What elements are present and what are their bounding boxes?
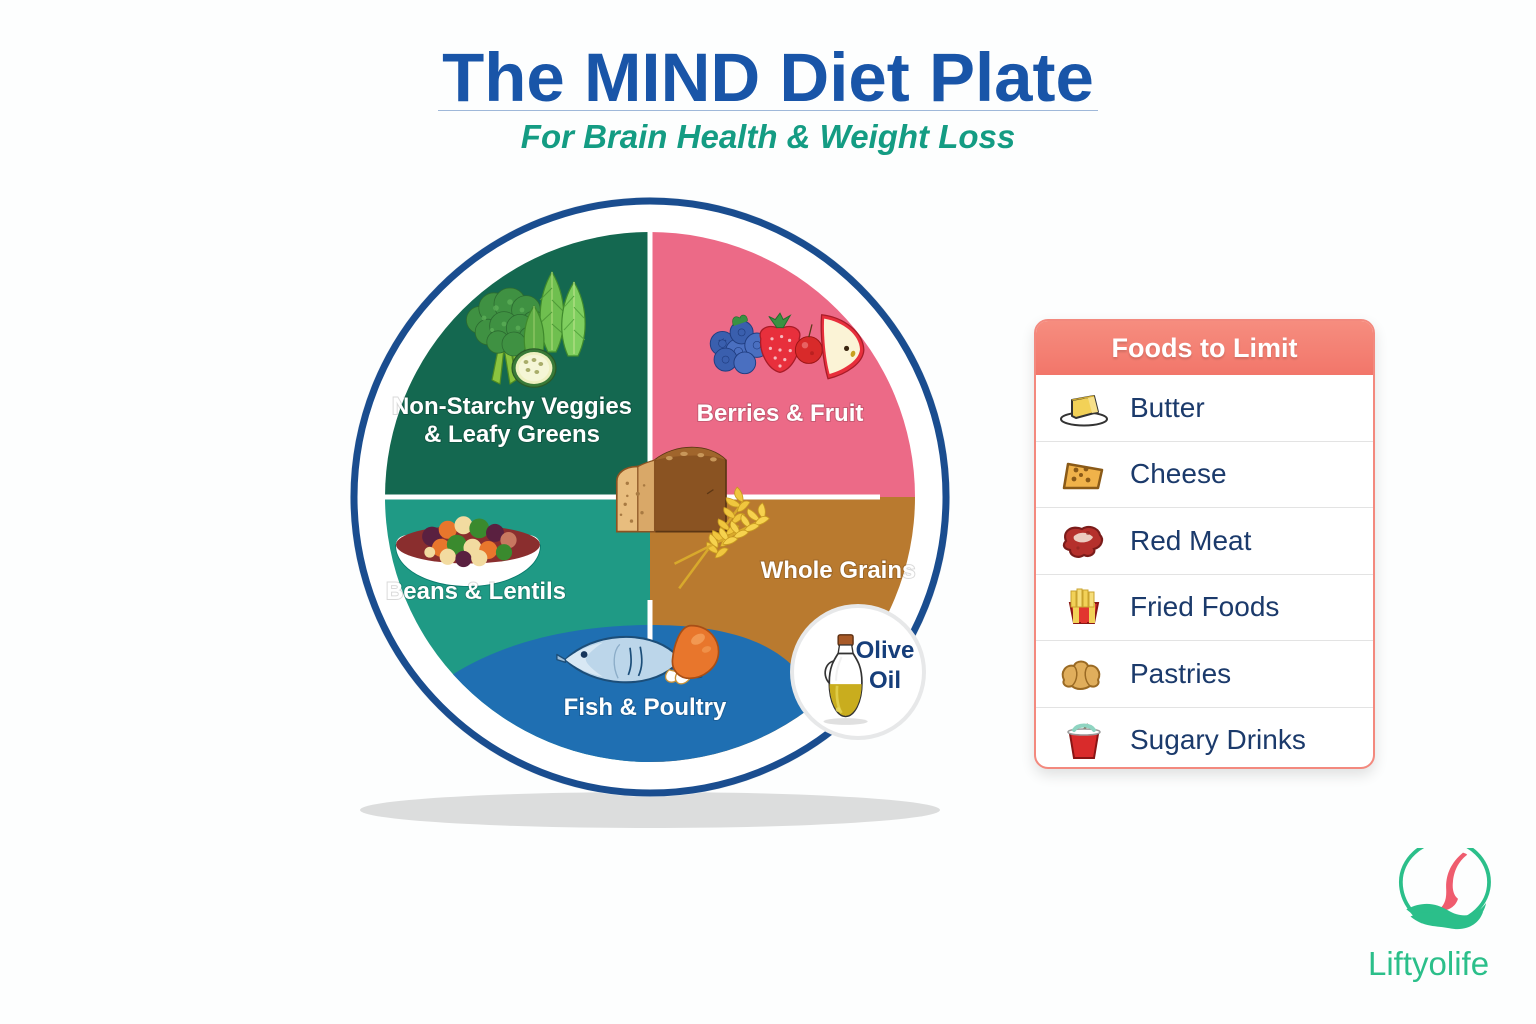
svg-text:Fish & Poultry: Fish & Poultry [564, 694, 727, 721]
svg-text:Whole Grains: Whole Grains [761, 557, 916, 584]
svg-text:& Leafy Greens: & Leafy Greens [424, 421, 600, 448]
svg-text:Non-Starchy Veggies: Non-Starchy Veggies [392, 393, 632, 420]
svg-text:Oil: Oil [869, 667, 901, 694]
svg-text:Berries & Fruit: Berries & Fruit [697, 400, 864, 427]
svg-text:Beans & Lentils: Beans & Lentils [386, 578, 566, 605]
svg-text:Liftyolife: Liftyolife [1368, 945, 1489, 982]
svg-text:Olive: Olive [856, 637, 915, 664]
